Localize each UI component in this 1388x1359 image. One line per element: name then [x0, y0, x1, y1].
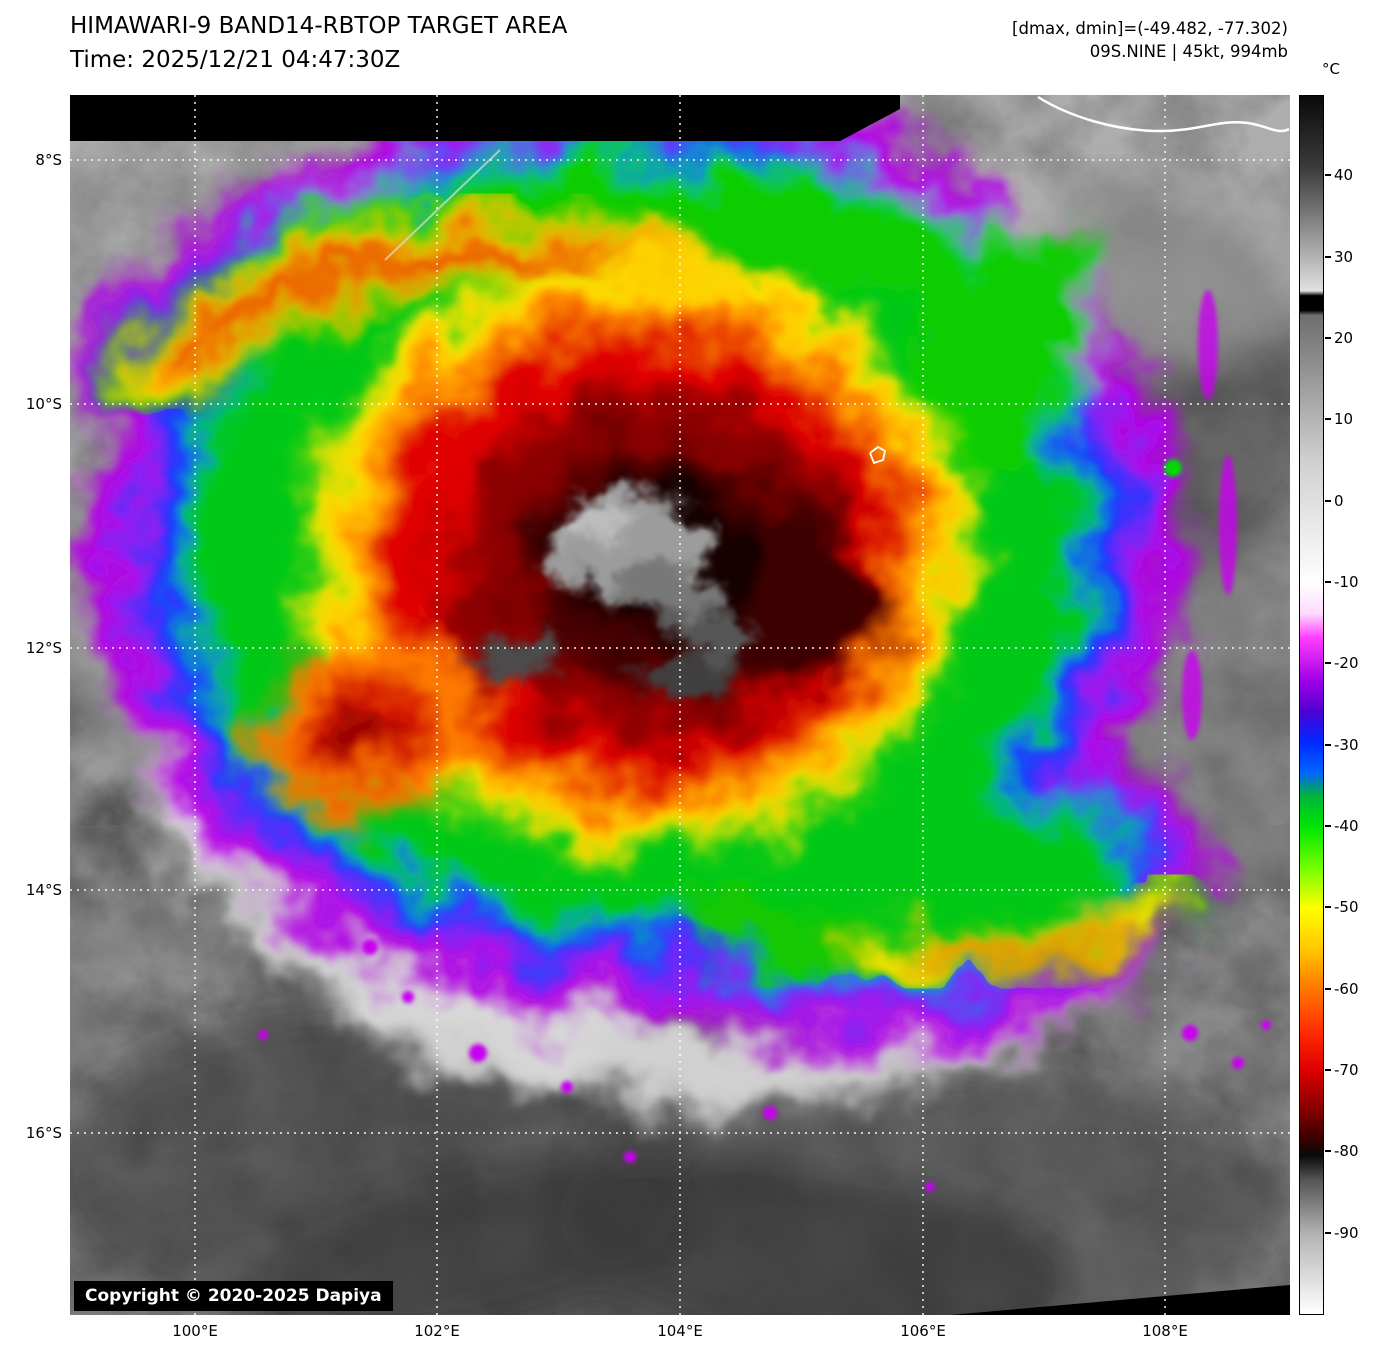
lat-label: 14°S	[25, 881, 62, 899]
lat-label: 16°S	[25, 1124, 62, 1142]
colorbar-tick: 20	[1325, 329, 1384, 348]
scan-edge-top	[70, 95, 900, 141]
colorbar-tick: -30	[1325, 736, 1384, 755]
lon-label: 106°E	[900, 1322, 946, 1340]
page-title: HIMAWARI-9 BAND14-RBTOP TARGET AREA	[70, 13, 568, 39]
colorbar-tick: -60	[1325, 980, 1384, 999]
lat-label: 8°S	[35, 151, 62, 169]
lon-label: 100°E	[172, 1322, 218, 1340]
cyclone-center-overshoot	[469, 491, 752, 698]
satellite-map: Copyright © 2020-2025 Dapiya	[70, 95, 1290, 1315]
colorbar-tick: -40	[1325, 817, 1384, 836]
storm-info: 09S.NINE | 45kt, 994mb	[1089, 42, 1288, 61]
colorbar-tick: 30	[1325, 248, 1384, 267]
colorbar	[1299, 95, 1324, 1315]
rainband-tail	[689, 869, 1206, 993]
colorbar-tick: -80	[1325, 1142, 1384, 1161]
header-info: [dmax, dmin]=(-49.482, -77.302) 09S.NINE…	[1012, 17, 1288, 63]
purple-specks	[258, 290, 1271, 1192]
range-info: [dmax, dmin]=(-49.482, -77.302)	[1012, 19, 1288, 38]
green-speck	[1164, 459, 1182, 477]
copyright-watermark: Copyright © 2020-2025 Dapiya	[74, 1281, 393, 1311]
lon-label: 104°E	[657, 1322, 703, 1340]
colorbar-tick: -20	[1325, 654, 1384, 673]
colorbar-tick: -50	[1325, 898, 1384, 917]
scan-edge-bottom	[950, 1285, 1290, 1315]
colorbar-unit-label: °C	[1322, 60, 1340, 78]
colorbar-tick: -70	[1325, 1061, 1384, 1080]
cloud-filament	[384, 149, 501, 261]
satellite-image	[70, 95, 1290, 1315]
lat-label: 10°S	[25, 395, 62, 413]
colorbar-tick: -10	[1325, 573, 1384, 592]
lon-label: 108°E	[1142, 1322, 1188, 1340]
colorbar-tick: 10	[1325, 410, 1384, 429]
colorbar-tick: -90	[1325, 1224, 1384, 1243]
timestamp: Time: 2025/12/21 04:47:30Z	[70, 47, 401, 73]
lon-label: 102°E	[414, 1322, 460, 1340]
colorbar-tick: 0	[1325, 492, 1384, 511]
grid-lines	[70, 95, 1290, 1315]
coastline	[869, 95, 1290, 465]
lat-label: 12°S	[25, 639, 62, 657]
colorbar-tick: 40	[1325, 166, 1384, 185]
